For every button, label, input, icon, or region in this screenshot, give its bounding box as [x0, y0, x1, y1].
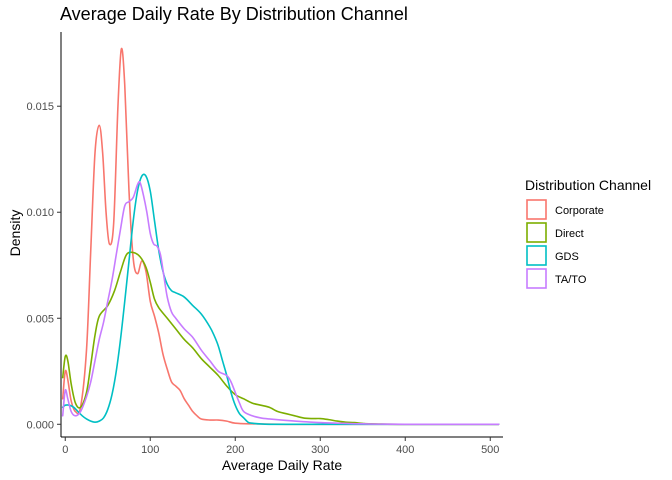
density-line-gds — [61, 173, 500, 426]
y-tick-label: 0.005 — [26, 313, 54, 325]
x-tick-label: 500 — [481, 444, 499, 456]
legend-key-ta-to — [526, 268, 547, 289]
density-line-ta-to — [61, 180, 500, 426]
legend-label-gds: GDS — [555, 251, 579, 263]
legend-title: Distribution Channel — [525, 177, 651, 193]
y-tick-label: 0.015 — [26, 101, 54, 113]
legend-key-direct — [526, 222, 547, 243]
y-tick-label: 0.000 — [26, 419, 54, 431]
legend-label-direct: Direct — [555, 228, 584, 240]
y-axis-title: Density — [7, 210, 23, 257]
y-tick-label: 0.010 — [26, 207, 54, 219]
x-tick-label: 300 — [311, 444, 329, 456]
legend-label-corporate: Corporate — [555, 205, 604, 217]
legend: Distribution Channel Corporate Direct GDS T… — [525, 177, 651, 289]
x-axis-title: Average Daily Rate — [222, 457, 343, 473]
x-tick-label: 400 — [396, 444, 414, 456]
legend-key-corporate — [526, 199, 547, 220]
chart-title: Average Daily Rate By Distribution Chann… — [60, 4, 408, 24]
legend-key-gds — [526, 245, 547, 266]
axes: 0 100 200 300 400 500 0.000 0.005 0.010 0.015 — [26, 32, 503, 456]
plot-area — [61, 47, 500, 426]
legend-label-ta-to: TA/TO — [555, 274, 587, 286]
x-tick-label: 100 — [141, 444, 159, 456]
x-tick-label: 0 — [62, 444, 68, 456]
density-line-corporate — [61, 47, 500, 426]
density-line-direct — [61, 251, 500, 426]
x-tick-label: 200 — [226, 444, 244, 456]
